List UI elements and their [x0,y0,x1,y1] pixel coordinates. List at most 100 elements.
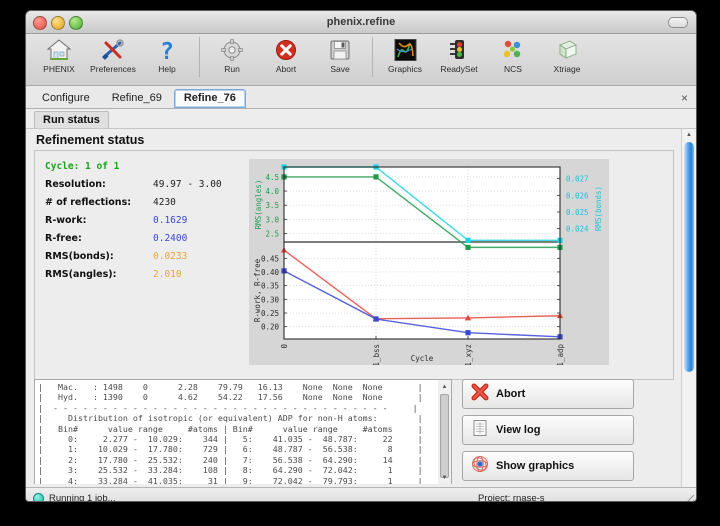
svg-text:0.25: 0.25 [261,309,279,318]
svg-text:0.40: 0.40 [261,268,280,277]
tab-configure[interactable]: Configure [42,92,90,104]
view-log-button-label: View log [496,424,541,436]
stat-value: 0.1629 [153,215,188,226]
toolbar-button-label: PHENIX [43,64,75,74]
tab-refine-69[interactable]: Refine_69 [111,92,162,104]
tools-icon [100,37,126,63]
stat-key: R-free: [45,233,82,244]
refinement-chart: 2.5 3.0 3.5 4.0 4.5 0.024 0.025 0.026 0.027 0.20 0… [249,159,609,367]
view-log-button[interactable]: View log [462,415,634,445]
status-text: Running 1 job... [49,492,116,502]
resize-grip[interactable] [682,495,694,501]
abort-button[interactable]: Abort [462,379,634,409]
show-graphics-button[interactable]: Show graphics [462,451,634,481]
cycle-label: Cycle: 1 of 1 [45,161,120,172]
chart-canvas: 2.5 3.0 3.5 4.0 4.5 0.024 0.025 0.026 0.027 0.20 0… [249,159,609,367]
toolbar-button-phenix[interactable]: PHENIX [32,37,86,74]
svg-text:4.0: 4.0 [265,187,279,196]
svg-text:0: 0 [280,344,289,349]
toolbar-button-preferences[interactable]: Preferences [86,37,140,74]
close-tab-icon[interactable]: × [680,91,688,105]
stat-row-rfree: R-free: 0.2400 [45,233,245,245]
scroll-up-icon[interactable]: ▲ [686,132,692,138]
window-title: phenix.refine [326,16,396,28]
stat-value: 49.97 - 3.00 [153,179,222,190]
application-window: phenix.refine PHENIX [25,10,697,502]
refinement-stats-list: Cycle: 1 of 1 Resolution: 49.97 - 3.00 #… [45,161,245,287]
log-output-area: | Mac. : 1498 0 2.28 79.79 16.13 None No… [34,379,674,484]
toolbar-button-label: Save [330,64,350,74]
svg-text:0.30: 0.30 [261,295,280,304]
svg-text:Cycle: Cycle [411,354,434,363]
prism-box-icon [554,37,580,63]
log-scrollbar[interactable]: ▲ ▼ [438,379,452,484]
stat-value: 2.010 [153,269,182,280]
question-mark-icon: ? [154,37,180,63]
close-window-button[interactable] [33,16,47,30]
toolbar-button-help[interactable]: ? Help [140,37,194,74]
tab-refine-76[interactable]: Refine_76 [173,89,246,108]
inner-tabbar: Run status [26,109,696,129]
stat-row-rms-bonds: RMS(bonds): 0.0233 [45,251,245,263]
svg-text:R-work, R-free: R-work, R-free [253,258,262,322]
traffic-light-icon [446,37,472,63]
tab-run-status[interactable]: Run status [34,111,109,128]
stat-key: Resolution: [45,179,106,190]
svg-text:2.5: 2.5 [265,230,279,239]
stat-row-rwork: R-work: 0.1629 [45,215,245,227]
svg-text:0.026: 0.026 [566,191,589,200]
svg-text:1_adp: 1_adp [556,344,565,365]
svg-text:0.45: 0.45 [261,254,279,263]
toolbar-button-label: Xtriage [553,64,581,74]
toolbar-toggle-button[interactable] [668,17,688,28]
toolbar-button-save[interactable]: Save [313,37,367,74]
action-buttons: Abort [462,379,634,484]
toolbar-button-run[interactable]: Run [205,37,259,74]
log-text[interactable]: | Mac. : 1498 0 2.28 79.79 16.13 None No… [34,379,442,484]
toolbar-button-graphics[interactable]: Graphics [378,37,432,74]
stat-row-rms-angles: RMS(angles): 2.010 [45,269,245,281]
svg-text:0.027: 0.027 [566,175,589,184]
notebook-tabbar: Configure Refine_69 Refine_76 × [26,86,696,109]
toolbar-button-abort[interactable]: Abort [259,37,313,74]
gear-icon [219,37,245,63]
red-x-icon [471,383,489,406]
minimize-window-button[interactable] [51,16,65,30]
svg-text:3.5: 3.5 [265,201,279,210]
stat-key: R-work: [45,215,87,226]
stat-key: RMS(angles): [45,269,117,280]
window-titlebar: phenix.refine [26,11,696,34]
svg-text:0.20: 0.20 [261,323,280,332]
log-scrollbar-thumb[interactable] [440,394,449,478]
zoom-window-button[interactable] [69,16,83,30]
refinement-status-heading: Refinement status [36,133,145,147]
main-vertical-scrollbar[interactable]: ▲ ▼ [681,129,696,501]
scroll-down-icon[interactable]: ▼ [441,475,448,481]
project-label: Project: rnase-s [478,492,545,502]
stat-row-reflections: # of reflections: 4230 [45,197,245,209]
stat-value: 0.0233 [153,251,188,262]
refinement-status-panel: Cycle: 1 of 1 Resolution: 49.97 - 3.00 #… [34,150,674,380]
red-x-circle-icon [273,37,299,63]
svg-text:1_bss: 1_bss [372,344,381,365]
running-indicator-icon [33,492,44,501]
svg-text:0.35: 0.35 [261,282,279,291]
floppy-disk-icon [327,37,353,63]
toolbar-button-label: Help [158,64,176,74]
svg-text:0.024: 0.024 [566,225,589,234]
toolbar-button-label: Preferences [90,64,136,74]
window-body: Refinement status Cycle: 1 of 1 Resoluti… [26,129,696,502]
toolbar-button-ncs[interactable]: NCS [486,37,540,74]
main-scrollbar-thumb[interactable] [684,142,694,372]
svg-text:RMS(angles): RMS(angles) [254,180,263,230]
toolbar-button-xtriage[interactable]: Xtriage [540,37,594,74]
toolbar-separator [372,37,373,77]
toolbar-button-readyset[interactable]: ReadySet [432,37,486,74]
toolbar-button-label: Graphics [387,64,422,74]
molecule-graphics-icon [392,37,418,63]
scroll-up-icon[interactable]: ▲ [441,384,448,390]
toolbar-button-label: Abort [275,64,297,74]
stat-row-resolution: Resolution: 49.97 - 3.00 [45,179,245,191]
molecule-sphere-icon [471,455,489,478]
stat-key: # of reflections: [45,197,132,208]
